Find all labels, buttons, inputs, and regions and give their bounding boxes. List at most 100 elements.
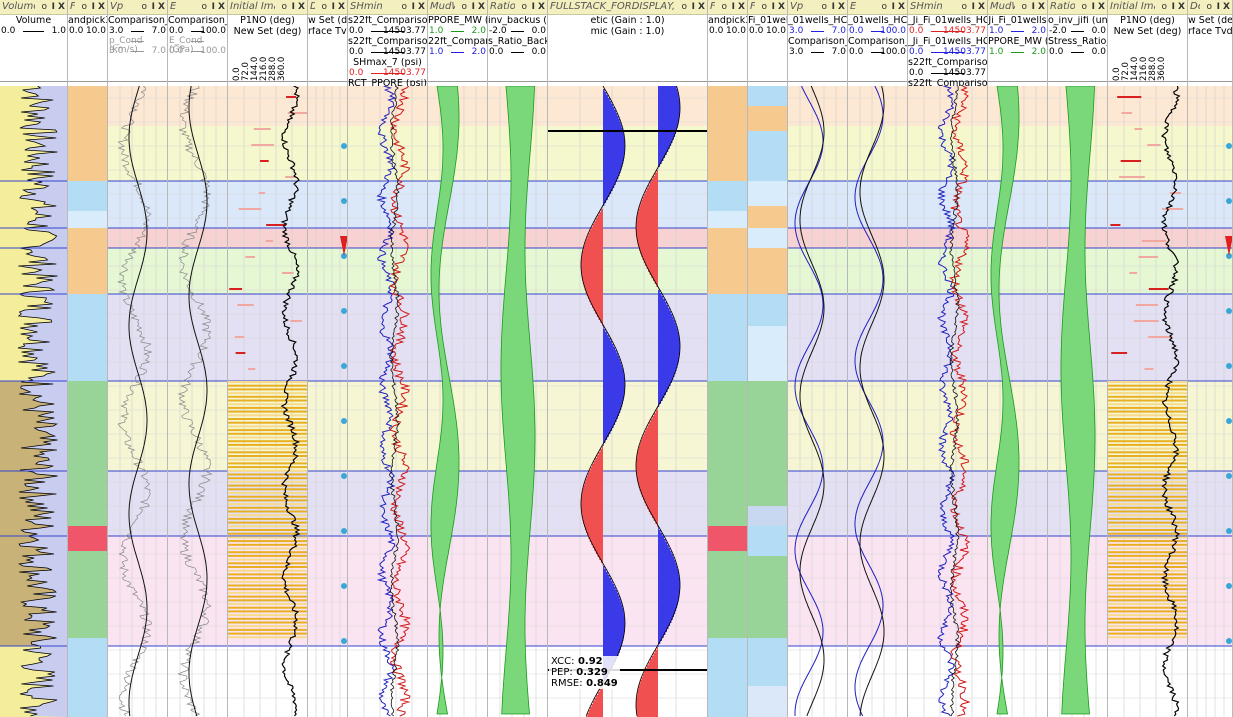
track-options-icon[interactable]: o <box>1206 2 1212 12</box>
track-close-icon[interactable]: X <box>58 2 65 12</box>
track-info-icon[interactable]: I <box>831 2 835 12</box>
track-close-icon[interactable]: X <box>478 2 485 12</box>
track-close-icon[interactable]: X <box>538 2 545 12</box>
track-close-icon[interactable]: X <box>778 2 785 12</box>
track-options-icon[interactable]: o <box>681 2 687 12</box>
track-info-icon[interactable]: I <box>411 2 415 12</box>
track-body <box>1188 86 1232 717</box>
track-info-icon[interactable]: I <box>531 2 535 12</box>
track-title-bar[interactable]: FaoIX <box>708 0 747 15</box>
track-close-icon[interactable]: X <box>298 2 305 12</box>
track-info-icon[interactable]: I <box>291 2 295 12</box>
track-close-icon[interactable]: X <box>898 2 905 12</box>
track-plot[interactable] <box>1048 86 1108 717</box>
track-plot[interactable] <box>1108 86 1188 717</box>
track-close-icon[interactable]: X <box>1178 2 1185 12</box>
track-title-bar[interactable]: DeoIX <box>1188 0 1232 15</box>
track-title-bar[interactable]: FULLSTACK_FORDISPLAY, o I X <box>548 0 707 15</box>
track-close-icon[interactable]: X <box>738 2 745 12</box>
track-title-bar[interactable]: VolumeoIX <box>0 0 67 15</box>
scale-max: 10.0 <box>725 26 746 36</box>
track-plot[interactable] <box>748 86 788 717</box>
track-info-icon[interactable]: I <box>331 2 335 12</box>
track-info-icon[interactable]: I <box>691 2 695 12</box>
track-title-bar[interactable]: SHmin o I X <box>348 0 427 15</box>
track-options-icon[interactable]: o <box>281 2 287 12</box>
track-close-icon[interactable]: X <box>158 2 165 12</box>
track-options-icon[interactable]: o <box>41 2 47 12</box>
track-info-icon[interactable]: I <box>1091 2 1095 12</box>
track-options-icon[interactable]: o <box>1161 2 1167 12</box>
track-plot[interactable] <box>848 86 908 717</box>
track-title-bar[interactable]: SHmin o I X <box>908 0 987 15</box>
track-close-icon[interactable]: X <box>1223 2 1230 12</box>
track-title-bar[interactable]: DeoIX <box>308 0 347 15</box>
track-plot[interactable] <box>488 86 548 717</box>
track-options-icon[interactable]: o <box>721 2 727 12</box>
track-close-icon[interactable]: X <box>978 2 985 12</box>
track-info-icon[interactable]: I <box>891 2 895 12</box>
track-options-icon[interactable]: o <box>821 2 827 12</box>
track-plot[interactable] <box>348 86 428 717</box>
track-info-icon[interactable]: I <box>771 2 775 12</box>
track-options-icon[interactable]: o <box>961 2 967 12</box>
track-plot[interactable] <box>308 86 348 717</box>
track-plot[interactable] <box>708 86 748 717</box>
track-title-bar[interactable]: MudWeoIX <box>428 0 487 15</box>
track-close-icon[interactable]: X <box>338 2 345 12</box>
track-info-icon[interactable]: I <box>1216 2 1220 12</box>
track-title-bar[interactable]: Ratio o I X <box>1048 0 1107 15</box>
track-options-icon[interactable]: o <box>1021 2 1027 12</box>
track-title-bar[interactable]: Initial Imag oIX <box>1108 0 1187 15</box>
track-close-icon[interactable]: X <box>1098 2 1105 12</box>
track-info-icon[interactable]: I <box>51 2 55 12</box>
track-close-icon[interactable]: X <box>218 2 225 12</box>
track-info-icon[interactable]: I <box>1171 2 1175 12</box>
scale-line <box>131 51 144 52</box>
track-options-icon[interactable]: o <box>881 2 887 12</box>
track-title-bar[interactable]: FaoIX <box>68 0 107 15</box>
track-info-icon[interactable]: I <box>971 2 975 12</box>
track-options-icon[interactable]: o <box>81 2 87 12</box>
track-close-icon[interactable]: X <box>698 2 705 12</box>
track-title-bar[interactable]: FaoIX <box>748 0 787 15</box>
track-title-bar[interactable]: Vp o I X <box>108 0 167 15</box>
track-options-icon[interactable]: o <box>321 2 327 12</box>
track-options-icon[interactable]: o <box>521 2 527 12</box>
track-info-icon[interactable]: I <box>731 2 735 12</box>
track-close-icon[interactable]: X <box>1038 2 1045 12</box>
track-title-bar[interactable]: Vp o I X <box>788 0 847 15</box>
track-close-icon[interactable]: X <box>838 2 845 12</box>
track-plot[interactable] <box>68 86 108 717</box>
track-plot[interactable] <box>108 86 168 717</box>
track-plot[interactable] <box>168 86 228 717</box>
track-plot[interactable] <box>1188 86 1233 717</box>
track-plot[interactable] <box>548 86 708 717</box>
track-close-icon[interactable]: X <box>98 2 105 12</box>
track-options-icon[interactable]: o <box>761 2 767 12</box>
track-title-bar[interactable]: Ratio o I X <box>488 0 547 15</box>
track-options-icon[interactable]: o <box>141 2 147 12</box>
track-options-icon[interactable]: o <box>201 2 207 12</box>
track-info-icon[interactable]: I <box>91 2 95 12</box>
track-plot[interactable] <box>788 86 848 717</box>
track-plot[interactable] <box>988 86 1048 717</box>
track-info-icon[interactable]: I <box>1031 2 1035 12</box>
track-options-icon[interactable]: o <box>461 2 467 12</box>
track-options-icon[interactable]: o <box>1081 2 1087 12</box>
track-plot[interactable] <box>228 86 308 717</box>
track-header: etic (Gain : 1.0) mic (Gain : 1.0) <box>548 15 707 82</box>
curve-name: s_Ratio_Back <box>488 37 547 47</box>
track-info-icon[interactable]: I <box>211 2 215 12</box>
track-info-icon[interactable]: I <box>151 2 155 12</box>
track-plot[interactable] <box>908 86 988 717</box>
track-title-bar[interactable]: Initial Imag oIX <box>228 0 307 15</box>
track-plot[interactable] <box>428 86 488 717</box>
track-plot[interactable] <box>0 86 68 717</box>
track-info-icon[interactable]: I <box>471 2 475 12</box>
track-close-icon[interactable]: X <box>418 2 425 12</box>
track-options-icon[interactable]: o <box>401 2 407 12</box>
track-title-bar[interactable]: MudWeoIX <box>988 0 1047 15</box>
